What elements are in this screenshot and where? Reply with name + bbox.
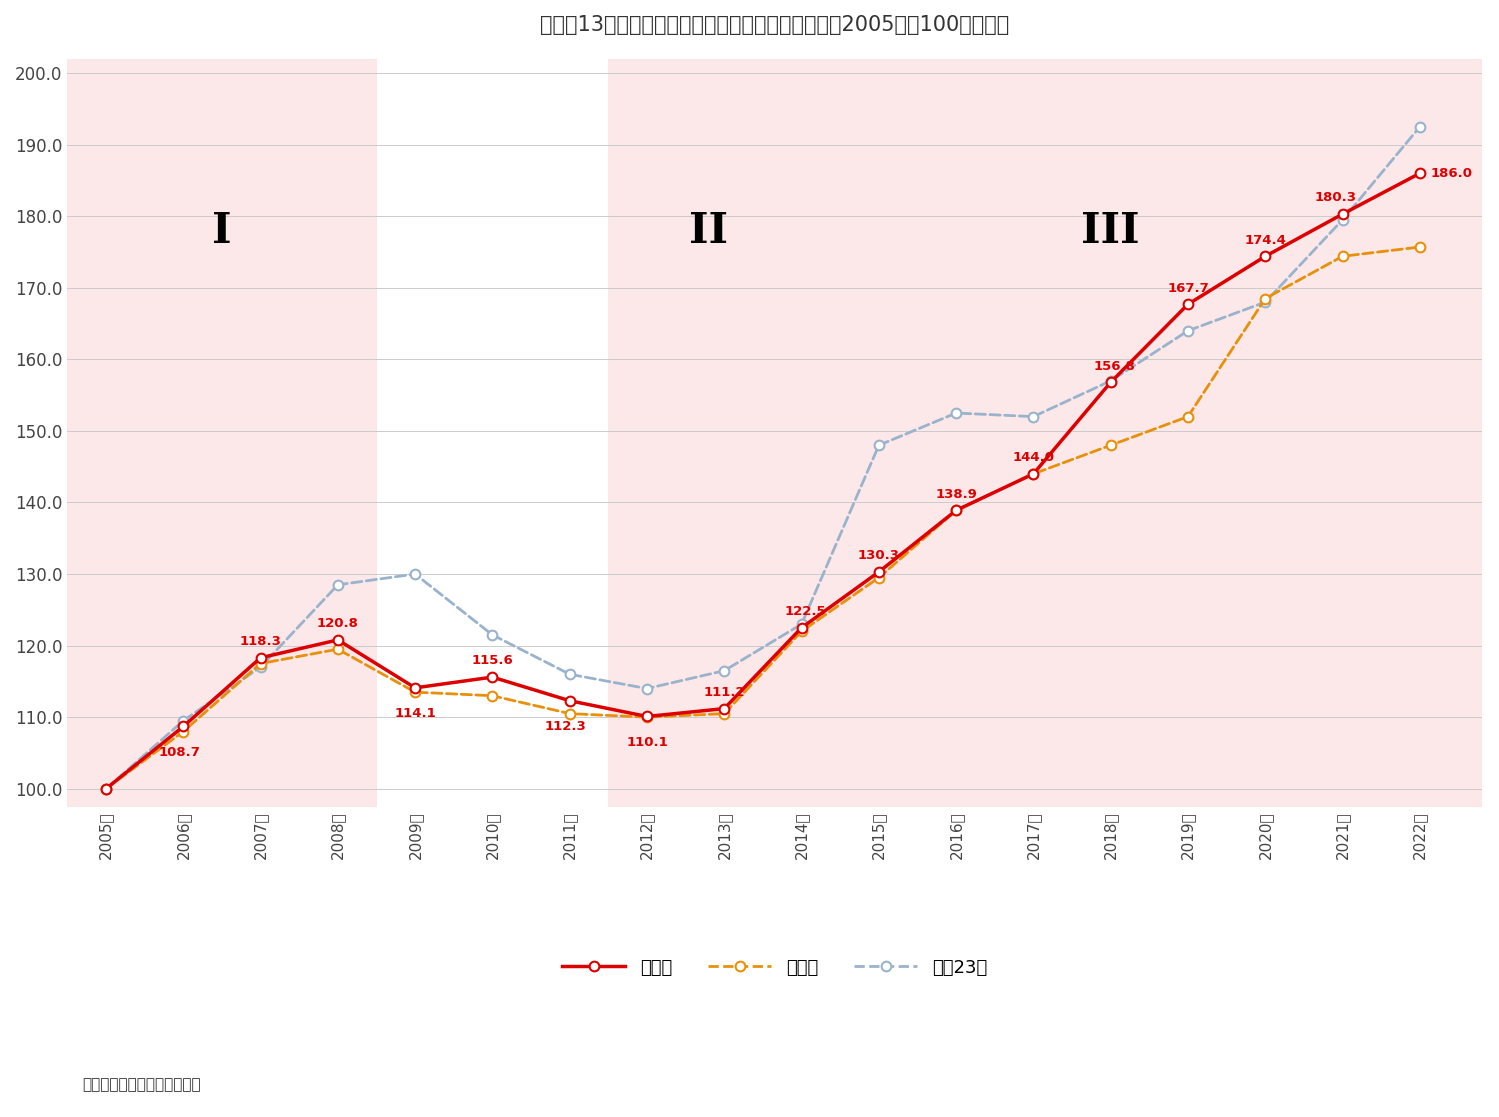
Text: III: III <box>1081 210 1139 251</box>
Bar <box>376 59 609 806</box>
Bar <box>67 59 376 806</box>
Text: 144.0: 144.0 <box>1012 451 1054 465</box>
Text: 114.1: 114.1 <box>394 707 436 720</box>
Bar <box>609 59 841 806</box>
Text: 174.4: 174.4 <box>1244 233 1286 247</box>
Text: 167.7: 167.7 <box>1168 281 1208 295</box>
Text: 156.8: 156.8 <box>1094 360 1136 373</box>
Text: II: II <box>690 210 729 251</box>
Text: 118.3: 118.3 <box>240 636 282 648</box>
Text: 115.6: 115.6 <box>472 655 513 667</box>
Text: I: I <box>213 210 232 251</box>
Text: 112.3: 112.3 <box>544 720 586 733</box>
Text: 180.3: 180.3 <box>1315 191 1357 204</box>
Text: 138.9: 138.9 <box>935 488 977 500</box>
Text: 130.3: 130.3 <box>857 550 899 562</box>
Text: （出所）ニッセイ基礎研究所: （出所）ニッセイ基礎研究所 <box>82 1077 201 1092</box>
Text: 110.1: 110.1 <box>627 736 669 748</box>
Text: 186.0: 186.0 <box>1432 166 1474 180</box>
Title: 図表－13　大阪市　「新築マンション価格指数」（2005年＝100、年次）: 図表－13 大阪市 「新築マンション価格指数」（2005年＝100、年次） <box>540 15 1009 35</box>
Legend: 大阪市, 関西圈, 東京23区: 大阪市, 関西圈, 東京23区 <box>555 951 994 984</box>
Text: 122.5: 122.5 <box>785 605 826 618</box>
Text: 120.8: 120.8 <box>316 618 358 630</box>
Text: 108.7: 108.7 <box>159 746 199 758</box>
Bar <box>841 59 1481 806</box>
Text: 111.2: 111.2 <box>703 686 745 699</box>
